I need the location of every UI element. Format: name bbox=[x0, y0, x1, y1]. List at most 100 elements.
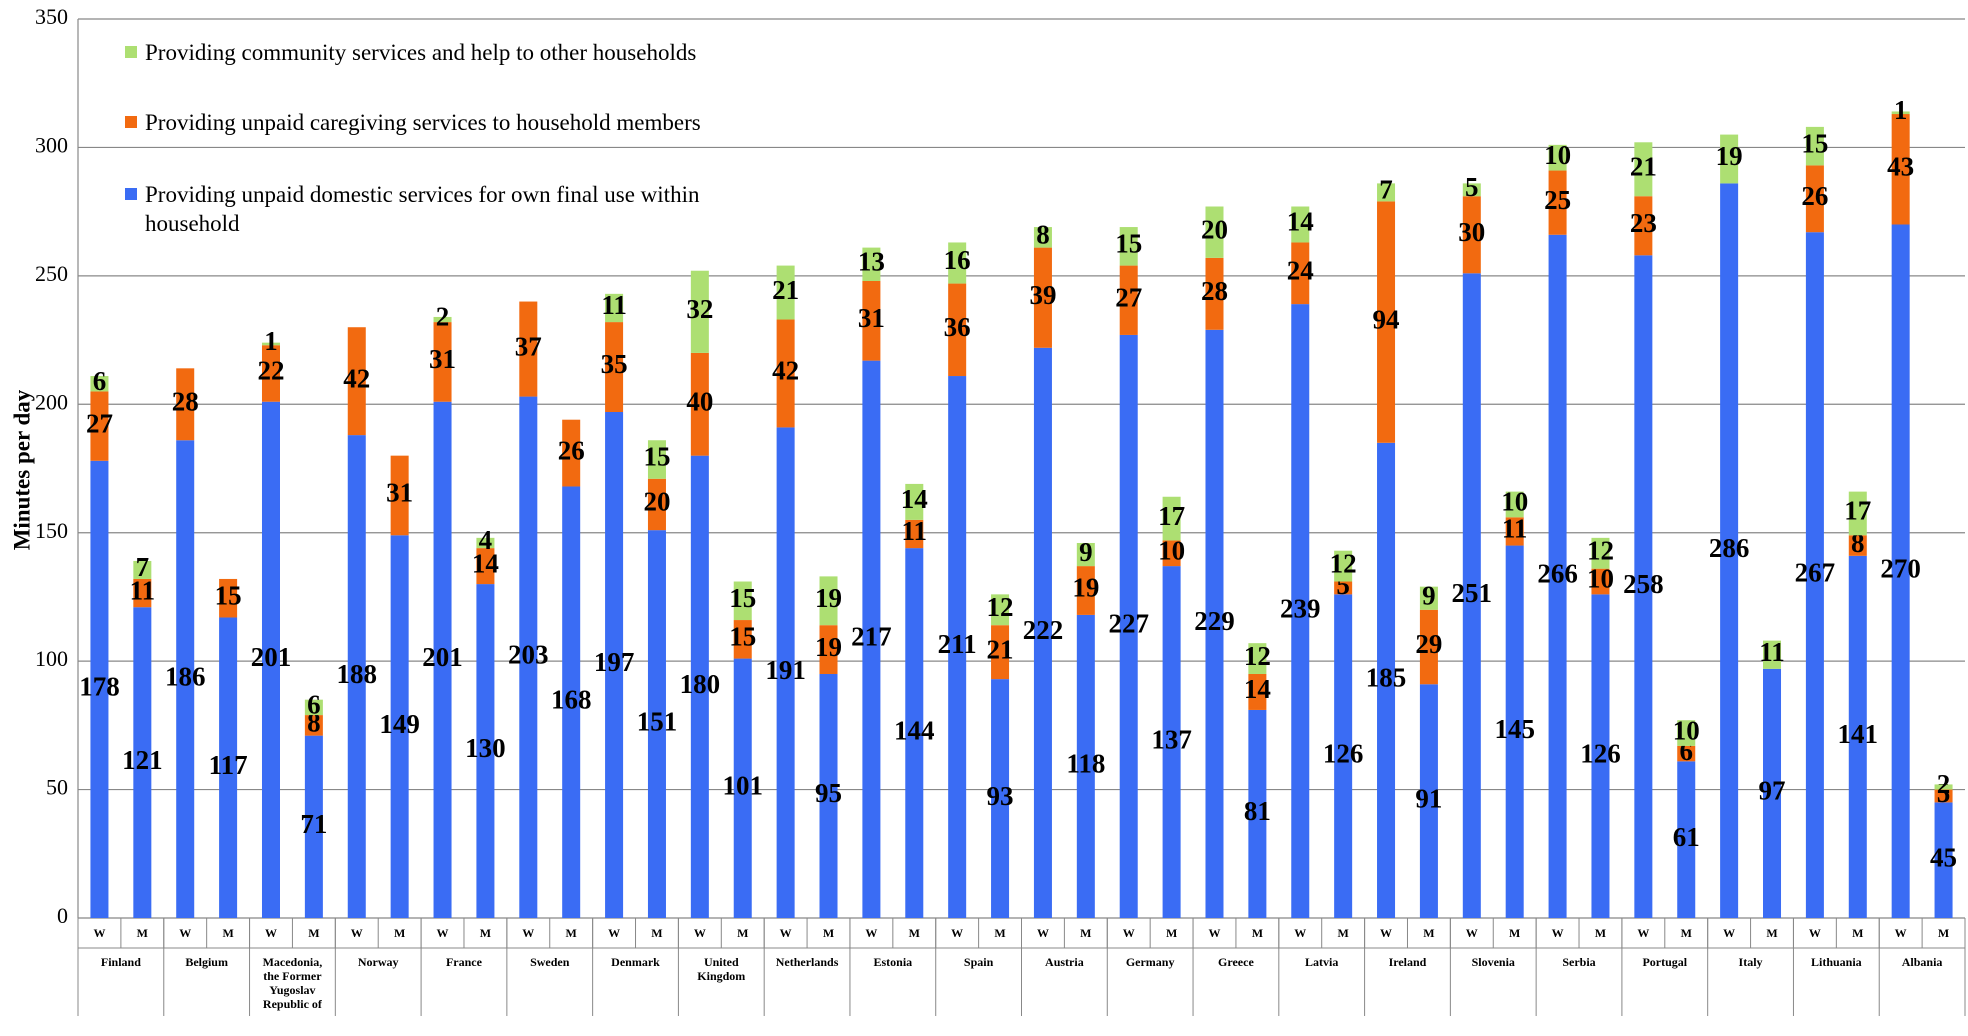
bar-segment bbox=[1205, 257, 1224, 330]
group-label: Germany bbox=[1125, 955, 1175, 969]
y-tick-label: 0 bbox=[57, 903, 68, 928]
x-tick-label: W bbox=[1380, 926, 1392, 940]
bar-segment bbox=[1033, 227, 1052, 248]
bar-segment bbox=[261, 342, 280, 346]
bar-segment bbox=[1548, 170, 1567, 235]
data-label: 130 bbox=[465, 733, 506, 763]
data-label: 151 bbox=[637, 706, 678, 736]
bar-segment bbox=[1162, 496, 1181, 541]
x-tick-label: M bbox=[1337, 926, 1348, 940]
data-label: 286 bbox=[1709, 533, 1750, 563]
data-label: 40 bbox=[686, 386, 713, 416]
data-label: 22 bbox=[257, 356, 284, 386]
group-label: Norway bbox=[357, 955, 399, 969]
bar-segment bbox=[1205, 329, 1224, 919]
data-label: 28 bbox=[1201, 276, 1228, 306]
bar-segment bbox=[605, 322, 624, 412]
data-label: 45 bbox=[1930, 842, 1957, 872]
bar-segment bbox=[1677, 761, 1696, 918]
bar-segment bbox=[862, 280, 881, 361]
bar-segment bbox=[1891, 114, 1910, 225]
x-tick-label: M bbox=[566, 926, 577, 940]
bar-segment bbox=[948, 376, 967, 918]
data-label: 1 bbox=[264, 326, 278, 356]
bar-segment bbox=[1591, 537, 1610, 569]
bar-segment bbox=[1377, 442, 1396, 918]
data-label: 27 bbox=[86, 408, 113, 438]
data-label: 13 bbox=[858, 247, 885, 277]
bar-segment bbox=[1848, 491, 1867, 536]
bar-segment bbox=[1419, 586, 1438, 610]
bar-segment bbox=[991, 625, 1010, 680]
data-label: 186 bbox=[165, 661, 206, 691]
legend-item: Providing unpaid caregiving services to … bbox=[125, 108, 725, 137]
bar-segment bbox=[690, 455, 709, 918]
bar-segment bbox=[133, 607, 152, 918]
bar-segment bbox=[1377, 183, 1396, 202]
data-label: 36 bbox=[944, 312, 971, 342]
bar-segment bbox=[862, 247, 881, 281]
data-label: 39 bbox=[1029, 280, 1056, 310]
group-label: Serbia bbox=[1562, 955, 1596, 969]
bar-segment bbox=[1720, 134, 1739, 184]
bar-segment bbox=[476, 548, 495, 585]
bar-segment bbox=[647, 440, 666, 479]
bar-segment bbox=[433, 322, 452, 402]
data-label: 7 bbox=[136, 552, 150, 582]
data-label: 7 bbox=[1379, 175, 1393, 205]
data-label: 9 bbox=[1079, 537, 1093, 567]
x-tick-label: M bbox=[1080, 926, 1091, 940]
data-label: 2 bbox=[436, 302, 450, 332]
bar-segment bbox=[1848, 535, 1867, 556]
bar-segment bbox=[1805, 232, 1824, 919]
data-label: 15 bbox=[1801, 128, 1828, 158]
data-label: 239 bbox=[1280, 593, 1321, 623]
x-tick-label: W bbox=[1552, 926, 1564, 940]
data-label: 21 bbox=[1630, 151, 1657, 181]
x-tick-label: M bbox=[994, 926, 1005, 940]
bar-segment bbox=[90, 391, 109, 461]
data-label: 19 bbox=[1072, 573, 1099, 603]
x-tick-label: W bbox=[1037, 926, 1049, 940]
data-label: 10 bbox=[1158, 535, 1185, 565]
bar-segment bbox=[1076, 566, 1095, 615]
x-tick-label: W bbox=[1466, 926, 1478, 940]
data-label: 222 bbox=[1023, 615, 1064, 645]
data-label: 26 bbox=[1801, 181, 1828, 211]
group-label: Estonia bbox=[873, 955, 913, 969]
bar-segment bbox=[647, 530, 666, 918]
bar-segment bbox=[1934, 784, 1953, 790]
y-tick-label: 300 bbox=[35, 132, 68, 157]
bar-segment bbox=[733, 620, 752, 659]
bar-segment bbox=[347, 327, 366, 436]
data-label: 10 bbox=[1501, 487, 1528, 517]
data-label: 19 bbox=[815, 583, 842, 613]
y-tick-label: 100 bbox=[35, 646, 68, 671]
bar-segment bbox=[733, 658, 752, 918]
bar-segment bbox=[1677, 745, 1696, 762]
data-label: 14 bbox=[901, 484, 928, 514]
data-label: 266 bbox=[1537, 559, 1578, 589]
group-label: Belgium bbox=[185, 955, 228, 969]
bar-segment bbox=[176, 368, 195, 441]
data-label: 15 bbox=[643, 442, 670, 472]
data-label: 93 bbox=[987, 781, 1014, 811]
bar-segment bbox=[1591, 594, 1610, 918]
group-label: Greece bbox=[1218, 955, 1254, 969]
bar-segment bbox=[819, 576, 838, 626]
bar-segment bbox=[991, 679, 1010, 918]
bar-segment bbox=[690, 352, 709, 456]
group-label: Ireland bbox=[1388, 955, 1427, 969]
group-label: Slovenia bbox=[1471, 955, 1515, 969]
bar-segment bbox=[948, 242, 967, 284]
data-label: 8 bbox=[1036, 220, 1050, 250]
bar-segment bbox=[347, 435, 366, 918]
data-label: 101 bbox=[722, 770, 763, 800]
legend-label: Providing unpaid caregiving services to … bbox=[145, 110, 701, 135]
group-label: Latvia bbox=[1305, 955, 1339, 969]
bar-segment bbox=[647, 478, 666, 531]
data-label: 2 bbox=[1937, 769, 1951, 799]
x-tick-label: M bbox=[137, 926, 148, 940]
data-label: 11 bbox=[1759, 637, 1785, 667]
data-label: 17 bbox=[1158, 501, 1185, 531]
